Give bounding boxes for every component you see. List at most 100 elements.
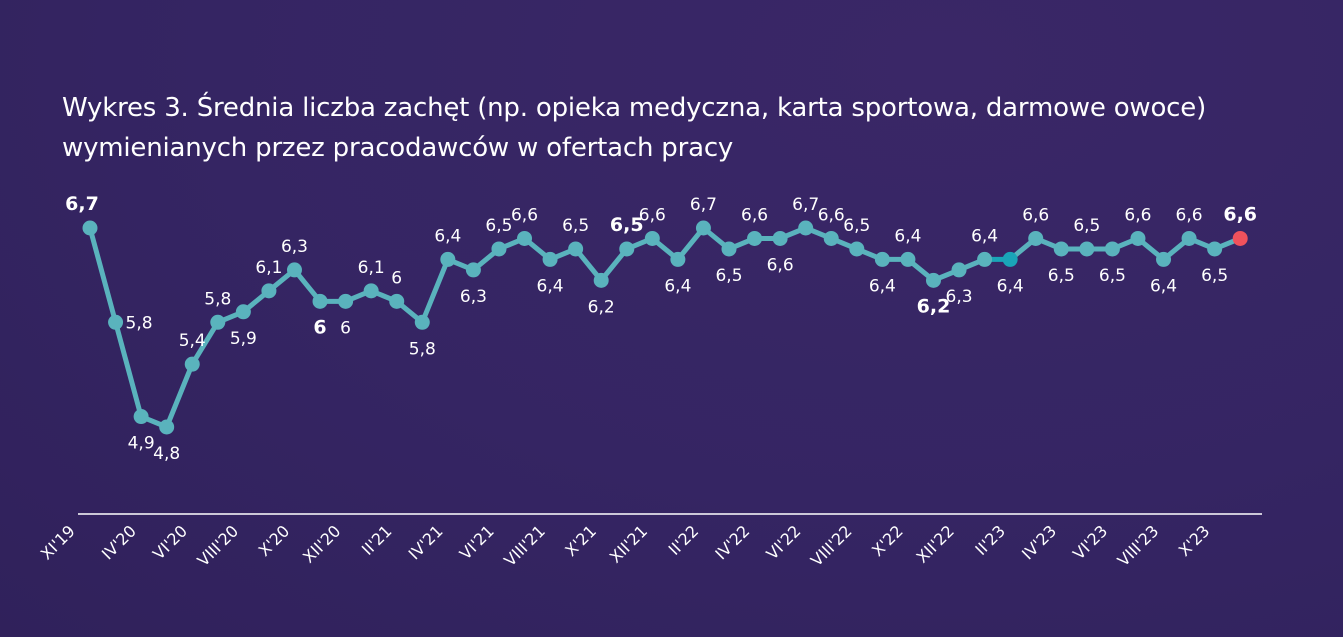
data-label: 5,8 <box>204 289 231 309</box>
x-tick-label: X'20 <box>255 521 294 560</box>
data-label: 6,3 <box>946 287 973 307</box>
data-label: 6,7 <box>792 195 819 215</box>
line-segment <box>419 256 451 325</box>
data-point <box>440 251 456 267</box>
data-label: 6,5 <box>610 214 644 236</box>
line-segment <box>87 225 119 325</box>
data-point <box>133 409 149 425</box>
data-label: 4,9 <box>128 434 155 454</box>
data-label: 6,7 <box>690 195 717 215</box>
x-tick-label: II'23 <box>971 521 1009 559</box>
data-point <box>1104 241 1120 257</box>
data-point <box>798 220 814 236</box>
data-label: 5,9 <box>230 329 257 349</box>
x-tick-label: VIII'20 <box>193 521 242 570</box>
data-label: 6,5 <box>1201 266 1228 286</box>
data-label: 6,2 <box>917 295 951 317</box>
data-point <box>977 251 993 267</box>
x-tick-label: XII'22 <box>913 521 958 566</box>
chart-title: Wykres 3. Średnia liczba zachęt (np. opi… <box>62 93 1207 163</box>
data-point <box>1156 251 1172 267</box>
x-tick-label: X'23 <box>1175 521 1214 560</box>
data-point <box>491 241 507 257</box>
data-label: 6,6 <box>767 255 794 275</box>
data-point <box>1130 230 1146 246</box>
x-tick-label: VI'23 <box>1069 521 1111 563</box>
data-label: 6,6 <box>1176 205 1203 225</box>
data-point <box>951 262 967 278</box>
data-label: 6,5 <box>1099 266 1126 286</box>
x-tick-label: IV'22 <box>711 521 753 563</box>
x-tick-labels: XI'19 IV'20 VI'20 VIII'20 X'20 XII'20 II'21 IV'… <box>37 521 1214 570</box>
data-point <box>312 293 328 309</box>
data-label: 6,5 <box>562 216 589 236</box>
data-point <box>363 283 379 299</box>
data-point <box>1079 241 1095 257</box>
x-tick-label: XII'20 <box>299 521 344 566</box>
data-point <box>235 304 251 320</box>
data-point <box>184 356 200 372</box>
data-point <box>465 262 481 278</box>
data-point <box>772 230 788 246</box>
data-point <box>593 272 609 288</box>
data-point <box>747 230 763 246</box>
x-tick-label: VI'22 <box>762 521 804 563</box>
data-label: 6,6 <box>1022 205 1049 225</box>
data-label: 5,8 <box>409 339 436 359</box>
data-point <box>414 314 430 330</box>
data-label: 6,4 <box>971 226 998 246</box>
data-point <box>849 241 865 257</box>
data-label: 6,6 <box>639 205 666 225</box>
data-point <box>1181 230 1197 246</box>
x-tick-label: II'22 <box>665 521 703 559</box>
data-labels: 6,75,84,94,85,45,85,96,16,36 66,165,86,46… <box>65 193 1257 464</box>
data-point <box>721 241 737 257</box>
data-point <box>1028 230 1044 246</box>
data-label: 6,6 <box>1223 203 1257 225</box>
x-tick-label: X'22 <box>868 521 907 560</box>
data-label: 6,6 <box>818 205 845 225</box>
data-label: 6,5 <box>1073 216 1100 236</box>
data-label: 6,5 <box>843 216 870 236</box>
data-point <box>1232 230 1248 246</box>
x-tick-label: VIII'21 <box>500 521 549 570</box>
x-tick-label: X'21 <box>561 521 600 560</box>
data-label: 6 <box>340 318 351 338</box>
data-label: 6,4 <box>997 276 1024 296</box>
data-label: 6,4 <box>1150 276 1177 296</box>
data-label: 6,5 <box>715 266 742 286</box>
data-label: 6,2 <box>588 297 615 317</box>
data-label: 4,8 <box>153 444 180 464</box>
x-tick-label: IV'21 <box>405 521 447 563</box>
data-point <box>568 241 584 257</box>
data-label: 5,4 <box>179 331 206 351</box>
x-tick-label: XII'21 <box>606 521 651 566</box>
data-point <box>619 241 635 257</box>
data-point <box>1207 241 1223 257</box>
data-label: 6,5 <box>1048 266 1075 286</box>
x-tick-label: II'21 <box>358 521 396 559</box>
data-point <box>1002 251 1018 267</box>
data-label: 6,1 <box>358 258 385 278</box>
line-segment <box>164 361 195 430</box>
data-label: 6,6 <box>741 205 768 225</box>
data-label: 6,7 <box>65 193 99 215</box>
data-label: 5,8 <box>126 313 153 333</box>
data-point <box>542 251 558 267</box>
data-label: 6,1 <box>255 258 282 278</box>
data-label: 6,5 <box>485 216 512 236</box>
data-label: 6,4 <box>869 276 896 296</box>
data-point <box>82 220 98 236</box>
x-tick-label: XI'19 <box>37 521 79 563</box>
data-label: 6,6 <box>1124 205 1151 225</box>
data-point <box>261 283 277 299</box>
data-point <box>517 230 533 246</box>
x-tick-label: VIII'23 <box>1114 521 1163 570</box>
data-point <box>695 220 711 236</box>
line-segment <box>113 319 144 420</box>
x-tick-label: IV'23 <box>1018 521 1060 563</box>
data-label: 6,4 <box>664 276 691 296</box>
x-tick-label: VIII'22 <box>807 521 856 570</box>
data-point <box>670 251 686 267</box>
